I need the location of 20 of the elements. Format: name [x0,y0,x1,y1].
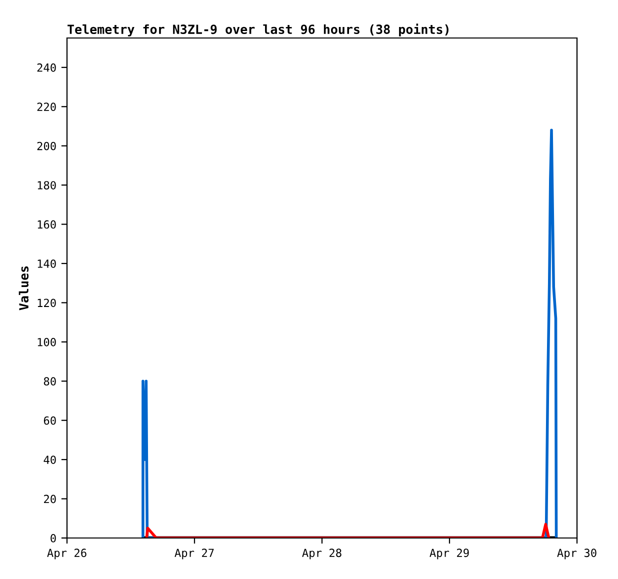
y-tick-label: 20 [44,494,56,504]
x-tick-label: Apr 30 [557,548,596,560]
x-tick-label: Apr 27 [174,548,214,560]
y-tick-label: 200 [37,142,56,150]
y-axis-title: Values [18,266,29,310]
y-tick-label: 180 [38,181,56,190]
y-tick-label: 220 [37,102,56,112]
y-tick-label: 0 [50,534,56,542]
y-tick-label: 120 [38,298,56,308]
y-tick-label: 60 [44,416,56,425]
y-tick-label: 100 [38,338,56,346]
x-tick-label: Apr 26 [47,548,86,560]
y-tick-label: 140 [38,259,56,268]
chart-title: Telemetry for N3ZL-9 over last 96 hours (38 points) [68,24,448,36]
y-tick-label: 240 [37,63,56,72]
x-tick-label: Apr 29 [430,548,469,560]
y-tick-label: 40 [44,456,56,464]
y-tick-label: 80 [44,377,56,386]
y-tick-label: 160 [38,220,56,229]
x-tick-label: Apr 28 [302,548,342,560]
